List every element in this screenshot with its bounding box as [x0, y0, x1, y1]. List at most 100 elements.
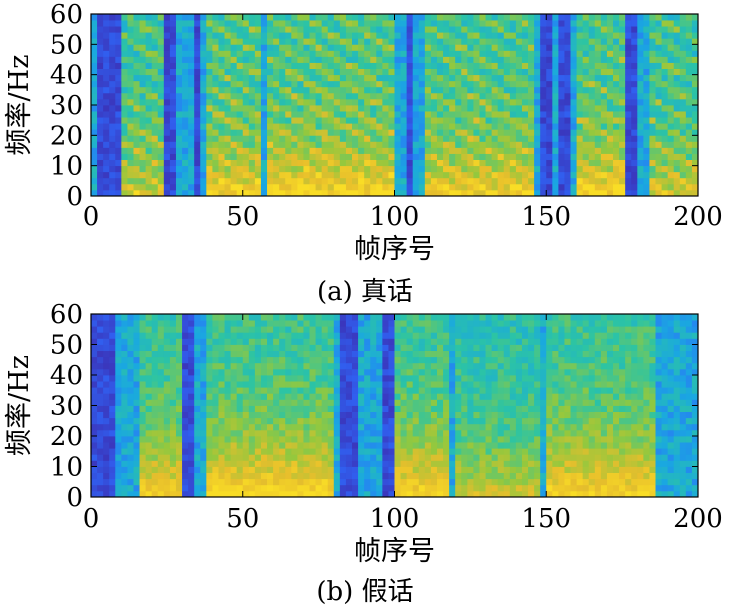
spectrogram-cell — [521, 141, 529, 148]
spectrogram-cell — [649, 44, 656, 51]
spectrogram-cell — [400, 129, 408, 136]
spectrogram-cell — [333, 68, 341, 76]
spectrogram-cell — [649, 159, 656, 167]
spectrogram-cell — [121, 123, 128, 130]
spectrogram-cell — [370, 381, 377, 388]
spectrogram-cell — [600, 177, 608, 185]
spectrogram-cell — [406, 423, 414, 431]
spectrogram-cell — [467, 399, 474, 406]
spectrogram-cell — [352, 356, 359, 364]
spectrogram-cell — [661, 74, 669, 82]
spectrogram-cell — [424, 381, 432, 388]
spectrogram-cell — [151, 375, 159, 382]
spectrogram-cell — [273, 183, 280, 191]
spectrogram-cell — [291, 50, 298, 57]
spectrogram-cell — [473, 362, 480, 370]
spectrogram-cell — [236, 92, 244, 100]
spectrogram-cell — [139, 314, 147, 321]
spectrogram-cell — [534, 74, 541, 82]
spectrogram-cell — [127, 56, 134, 63]
spectrogram-cell — [631, 141, 638, 148]
spectrogram-cell — [97, 387, 104, 394]
spectrogram-cell — [267, 62, 274, 69]
spectrogram-cell — [449, 50, 456, 57]
spectrogram-cell — [509, 135, 517, 142]
spectrogram-cell — [503, 147, 511, 154]
spectrogram-cell — [552, 80, 559, 88]
spectrogram-cell — [339, 26, 347, 33]
spectrogram-cell — [236, 68, 244, 76]
spectrogram-cell — [254, 111, 262, 118]
spectrogram-cell — [333, 189, 341, 197]
spectrogram-cell — [212, 177, 219, 185]
spectrogram-cell — [358, 117, 365, 124]
spectrogram-cell — [400, 50, 408, 57]
spectrogram-cell — [103, 68, 110, 76]
spectrogram-cell — [637, 32, 644, 39]
spectrogram-cell — [637, 153, 644, 160]
spectrogram-cell — [163, 135, 171, 142]
spectrogram-cell — [479, 141, 486, 148]
spectrogram-cell — [588, 183, 596, 191]
spectrogram-cell — [449, 460, 456, 467]
spectrogram-cell — [333, 44, 341, 51]
spectrogram-cell — [297, 314, 304, 321]
spectrogram-cell — [625, 74, 632, 82]
spectrogram-cell — [382, 147, 389, 154]
spectrogram-cell — [455, 171, 462, 179]
spectrogram-cell — [279, 423, 286, 431]
spectrogram-cell — [400, 159, 408, 167]
spectrogram-cell — [169, 423, 177, 431]
spectrogram-cell — [260, 429, 268, 437]
spectrogram-cell — [169, 32, 177, 39]
spectrogram-cell — [461, 399, 468, 406]
spectrogram-cell — [625, 98, 632, 106]
spectrogram-cell — [97, 338, 104, 345]
spectrogram-cell — [109, 171, 116, 179]
spectrogram-cell — [333, 111, 341, 118]
spectrogram-cell — [588, 129, 596, 136]
spectrogram-cell — [315, 117, 323, 124]
spectrogram-cell — [528, 80, 535, 88]
spectrogram-cell — [394, 350, 401, 358]
spectrogram-cell — [273, 472, 280, 480]
spectrogram-cell — [151, 183, 159, 191]
spectrogram-cell — [443, 338, 450, 345]
spectrogram-cell — [479, 429, 486, 437]
spectrogram-cell — [260, 20, 268, 27]
spectrogram-cell — [467, 460, 474, 467]
spectrogram-cell — [163, 171, 171, 179]
spectrogram-cell — [279, 123, 286, 130]
spectrogram-cell — [576, 20, 584, 27]
spectrogram-cell — [594, 62, 602, 69]
spectrogram-cell — [333, 62, 341, 69]
spectrogram-cell — [358, 387, 365, 394]
spectrogram-cell — [564, 50, 571, 57]
spectrogram-cell — [297, 92, 304, 100]
spectrogram-cell — [491, 98, 499, 106]
spectrogram-cell — [418, 44, 426, 51]
spectrogram-cell — [248, 472, 256, 480]
spectrogram-cell — [534, 26, 541, 33]
spectrogram-cell — [382, 387, 389, 394]
spectrogram-cell — [309, 159, 316, 167]
spectrogram-cell — [309, 320, 316, 327]
spectrogram-cell — [394, 362, 401, 370]
spectrogram-cell — [194, 32, 201, 39]
spectrogram-cell — [115, 314, 122, 321]
spectrogram-cell — [194, 393, 201, 400]
spectrogram-cell — [279, 393, 286, 400]
spectrogram-cell — [339, 442, 347, 449]
spectrogram-cell — [479, 189, 486, 197]
spectrogram-cell — [97, 344, 104, 351]
spectrogram-cell — [139, 338, 147, 345]
spectrogram-cell — [479, 350, 486, 358]
spectrogram-cell — [339, 490, 347, 498]
spectrogram-cell — [606, 177, 614, 185]
spectrogram-cell — [103, 490, 110, 498]
spectrogram-cell — [297, 466, 304, 473]
spectrogram-cell — [103, 448, 110, 455]
spectrogram-cell — [376, 405, 383, 412]
spectrogram-cell — [339, 423, 347, 431]
spectrogram-cell — [430, 32, 438, 39]
